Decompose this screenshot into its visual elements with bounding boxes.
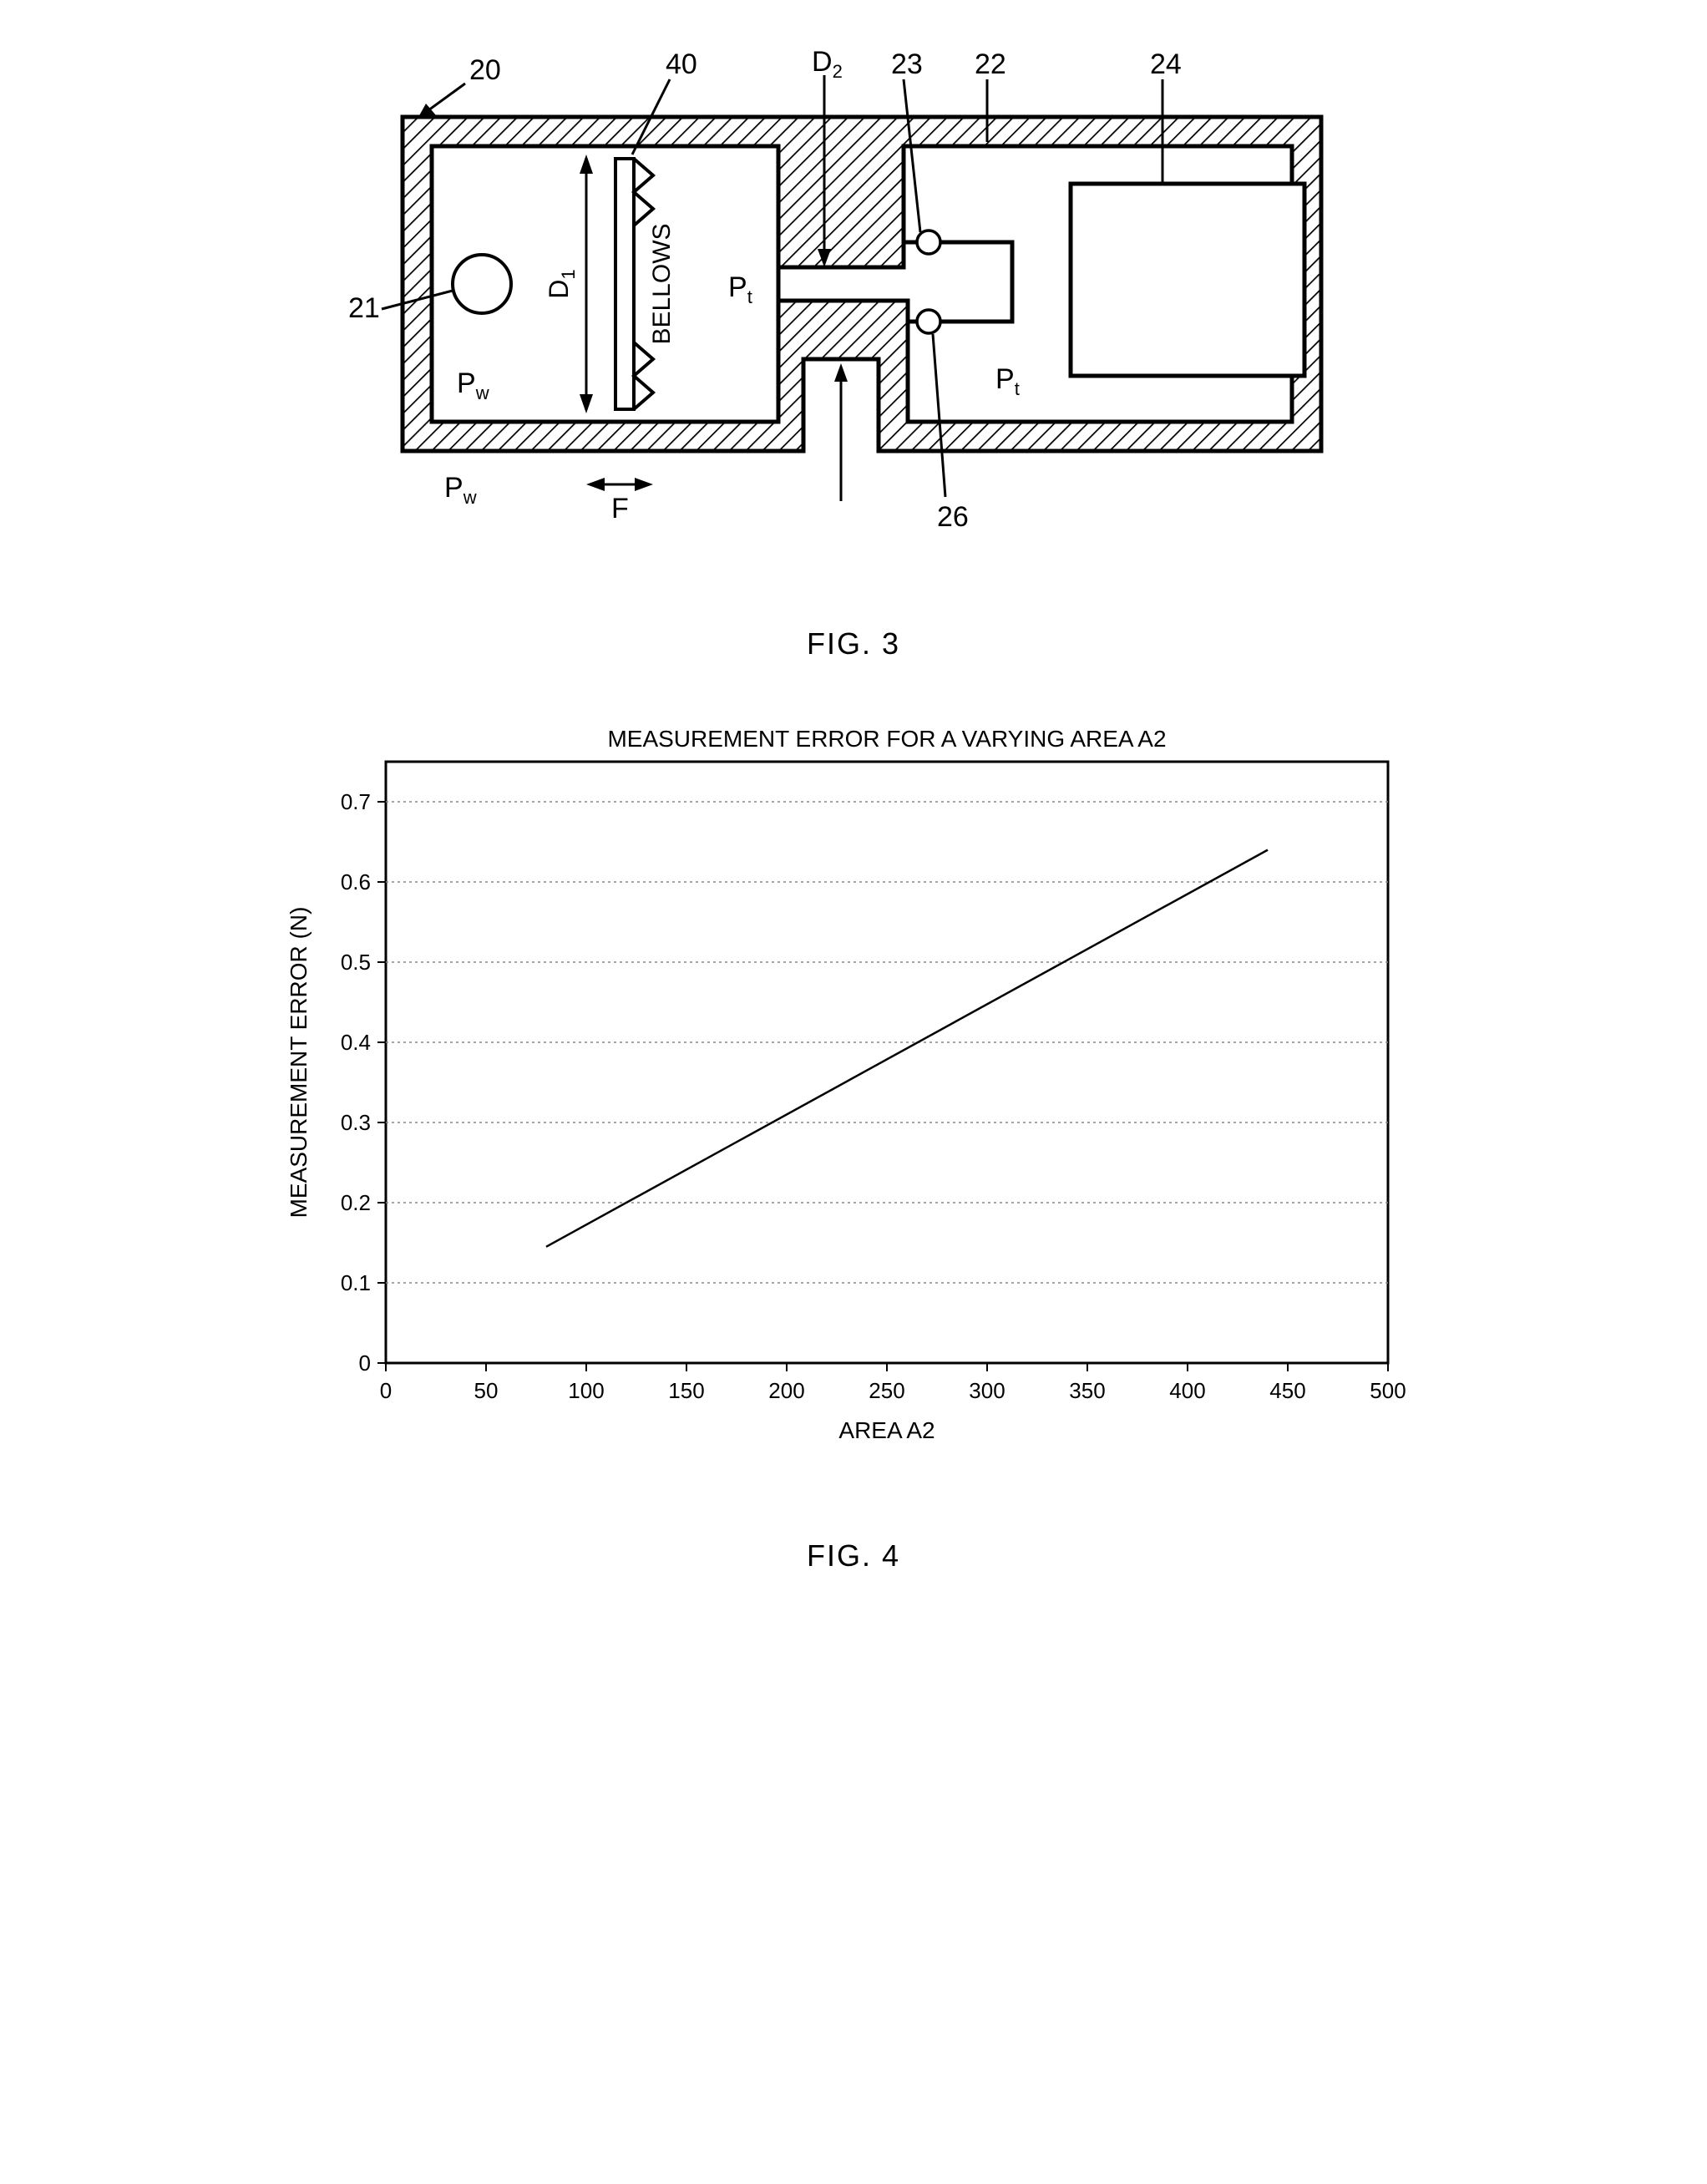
label-21: 21 (348, 292, 380, 324)
x-tick-label: 250 (869, 1378, 904, 1403)
bellows-label: BELLOWS (648, 223, 676, 344)
block-24-connector (1288, 196, 1300, 238)
x-tick-label: 300 (969, 1378, 1005, 1403)
y-tick-label: 0.5 (341, 950, 371, 975)
label-23: 23 (891, 48, 923, 80)
neck-bottom-arrow (834, 363, 848, 382)
label-f: F (611, 493, 629, 524)
label-22: 22 (975, 48, 1006, 80)
fig3-caption: FIG. 3 (807, 626, 900, 661)
x-tick-label: 450 (1269, 1378, 1305, 1403)
figure-3: BELLOWS D1 20 40 D2 23 22 (319, 33, 1388, 661)
x-tick-label: 0 (380, 1378, 392, 1403)
y-tick-label: 0.4 (341, 1030, 371, 1055)
x-tick-label: 150 (668, 1378, 704, 1403)
y-tick-label: 0.1 (341, 1270, 371, 1295)
y-tick-label: 0.7 (341, 789, 371, 814)
fig3-svg: BELLOWS D1 20 40 D2 23 22 (319, 33, 1388, 601)
f-arrow-right (635, 478, 653, 491)
label-40: 40 (666, 48, 697, 80)
fig4-svg: MEASUREMENT ERROR FOR A VARYING AREA A2 0… (269, 712, 1438, 1513)
y-tick-label: 0.2 (341, 1190, 371, 1215)
x-tick-label: 500 (1370, 1378, 1406, 1403)
label-pw-outer: Pw (444, 472, 477, 508)
label-20: 20 (469, 54, 501, 86)
x-tick-label: 100 (568, 1378, 604, 1403)
figure-4: MEASUREMENT ERROR FOR A VARYING AREA A2 0… (269, 712, 1438, 1573)
f-arrow-left (586, 478, 605, 491)
circle-21 (453, 255, 511, 313)
plot-border (386, 762, 1388, 1363)
label-d2: D2 (812, 46, 843, 82)
y-tick-label: 0 (359, 1350, 371, 1376)
y-axis-label: MEASUREMENT ERROR (N) (286, 907, 312, 1219)
bellows-plate (615, 159, 634, 409)
fig4-caption: FIG. 4 (807, 1538, 900, 1573)
x-tick-label: 400 (1169, 1378, 1205, 1403)
x-axis-label: AREA A2 (838, 1417, 935, 1443)
block-24 (1071, 184, 1304, 376)
circle-26 (917, 310, 940, 333)
label-26: 26 (937, 501, 969, 533)
y-tick-label: 0.6 (341, 869, 371, 894)
y-tick-label: 0.3 (341, 1110, 371, 1135)
x-tick-label: 350 (1069, 1378, 1105, 1403)
x-tick-label: 200 (768, 1378, 804, 1403)
chart-title: MEASUREMENT ERROR FOR A VARYING AREA A2 (607, 726, 1166, 752)
label-24: 24 (1150, 48, 1182, 80)
x-tick-label: 50 (474, 1378, 499, 1403)
circle-23 (917, 231, 940, 254)
